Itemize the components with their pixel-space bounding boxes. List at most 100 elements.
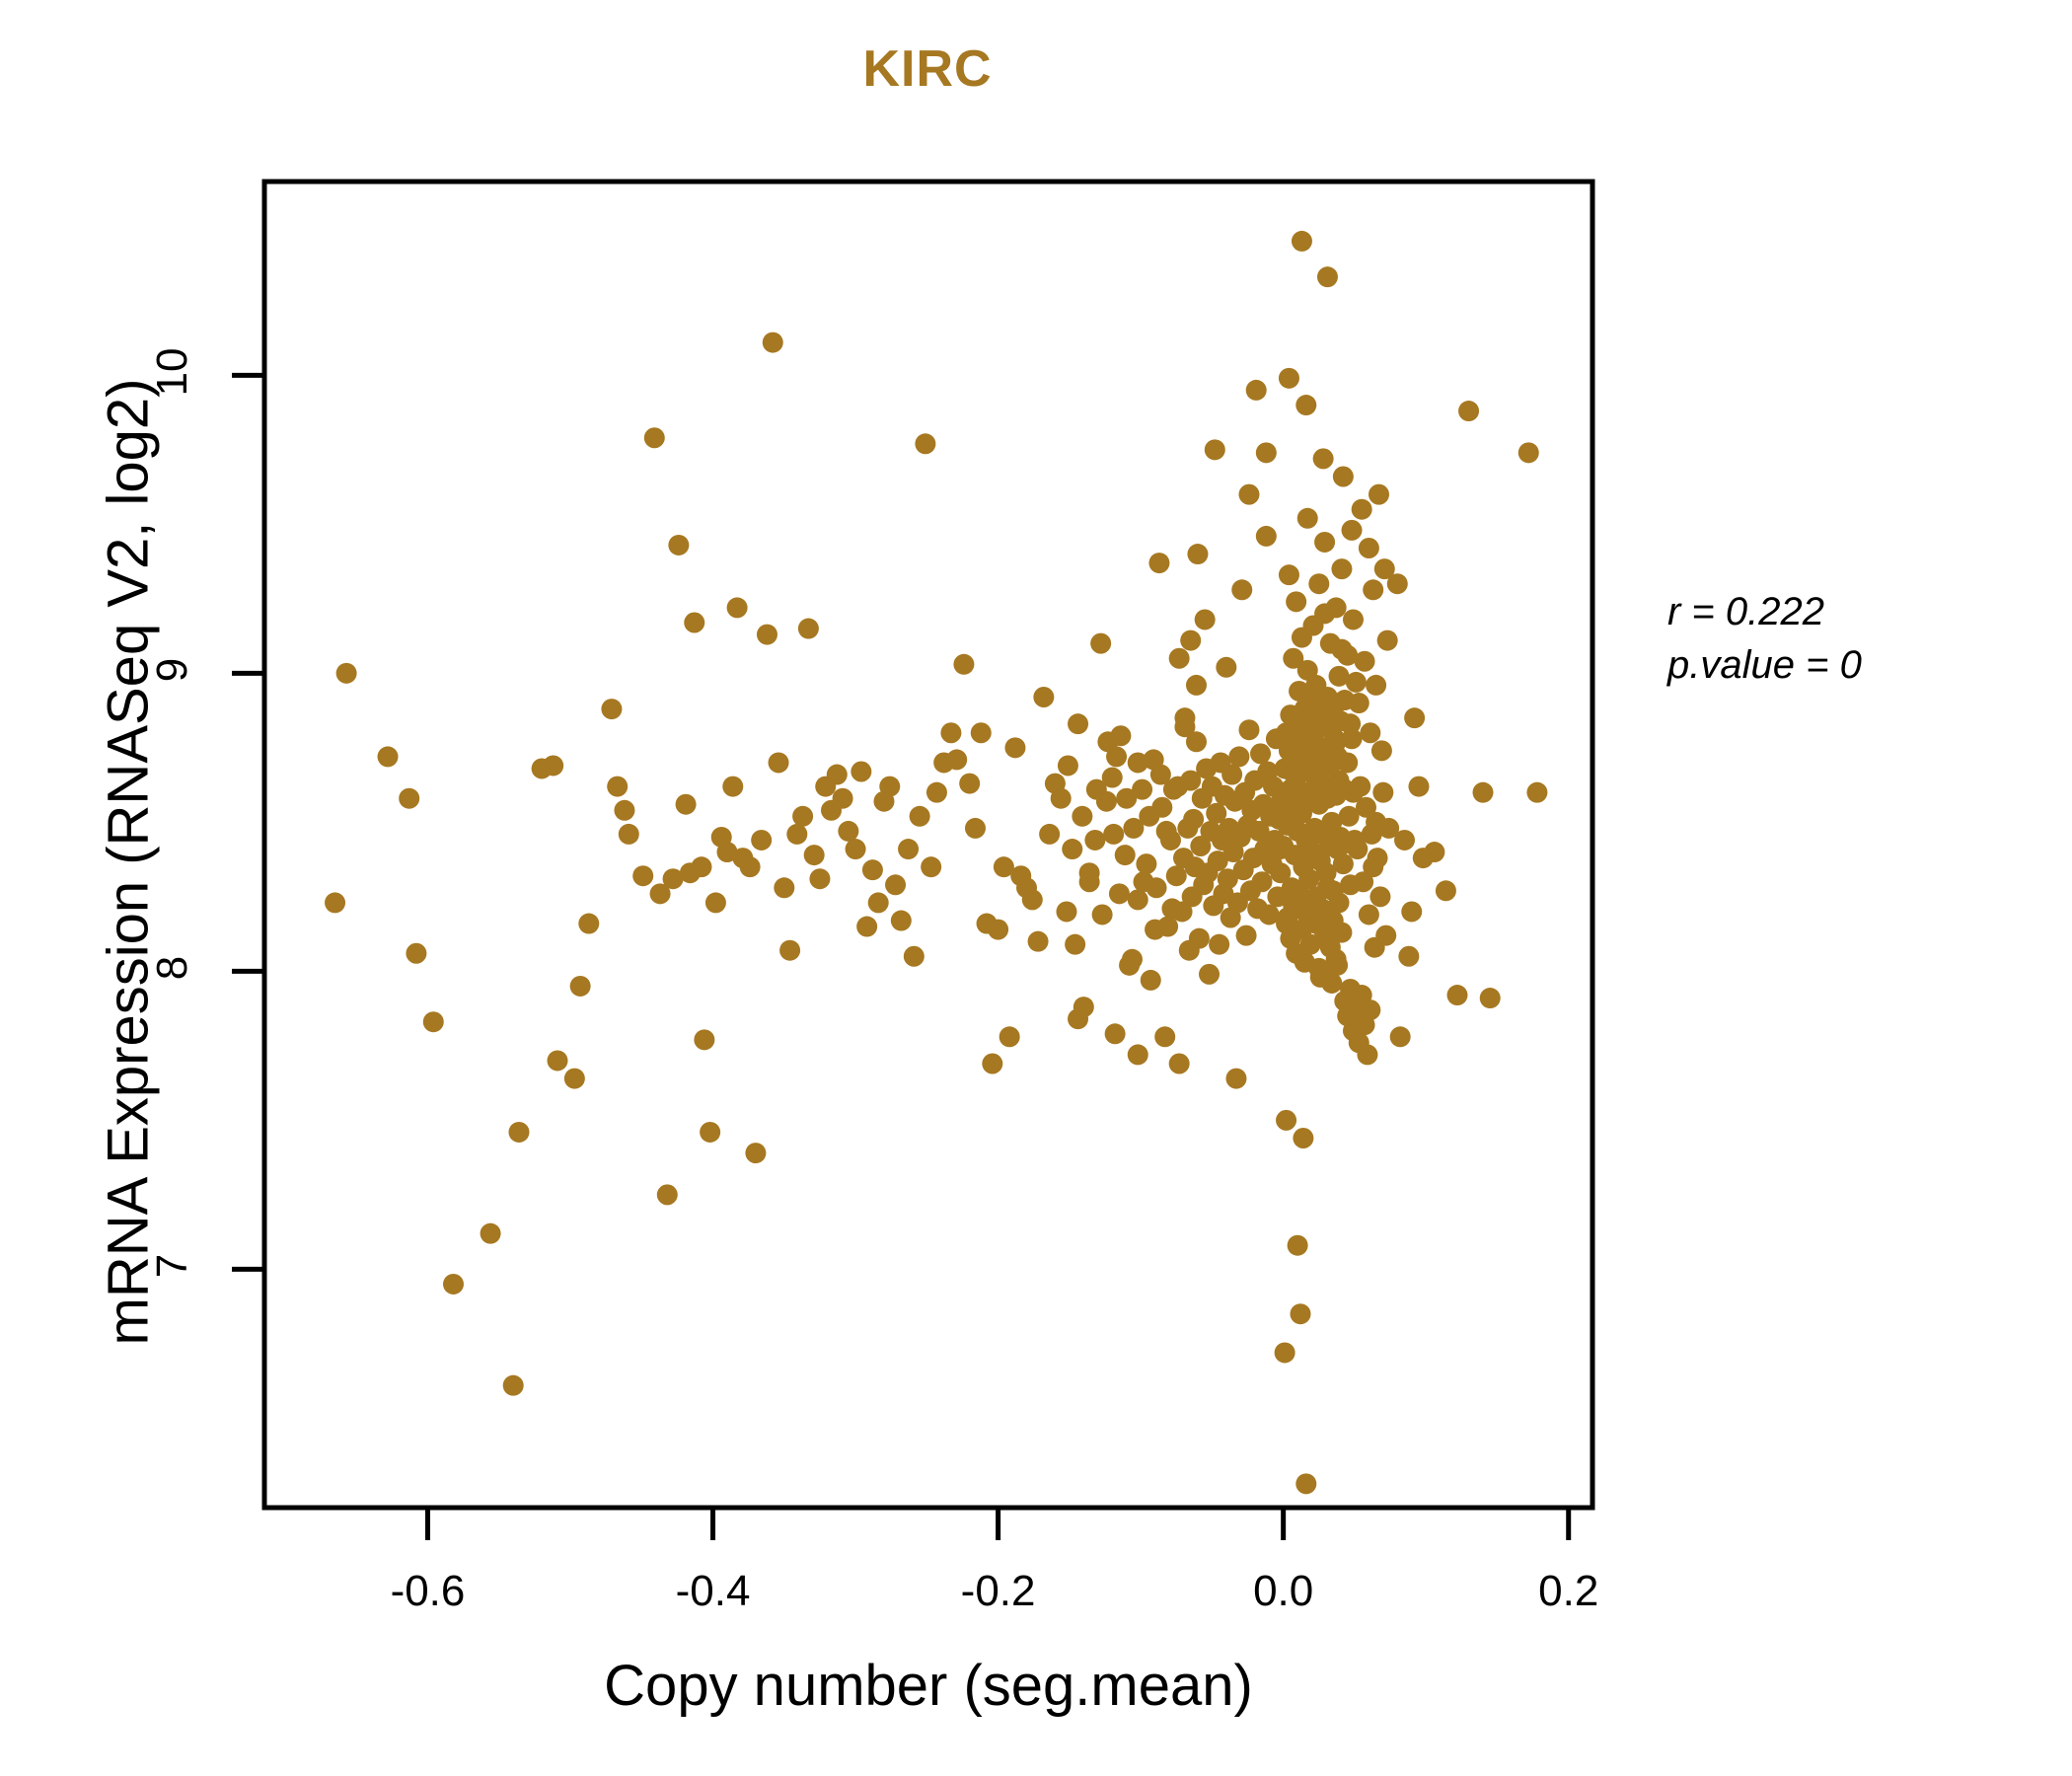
data-point xyxy=(1329,710,1351,732)
data-point xyxy=(1283,647,1304,669)
data-point xyxy=(1065,933,1086,955)
x-axis-title: Copy number (seg.mean) xyxy=(604,1654,1253,1718)
data-point xyxy=(1108,883,1130,905)
data-point xyxy=(1308,573,1330,595)
data-point xyxy=(1319,632,1341,654)
data-point xyxy=(751,829,773,851)
data-point xyxy=(1255,442,1277,464)
data-point xyxy=(1078,862,1100,884)
data-point xyxy=(325,892,346,914)
data-point xyxy=(1136,853,1157,875)
data-point xyxy=(1331,558,1353,580)
data-point xyxy=(1435,880,1456,902)
data-point xyxy=(1072,805,1093,827)
data-point xyxy=(607,776,629,797)
data-point xyxy=(1298,868,1320,890)
data-point xyxy=(1228,746,1250,768)
data-point xyxy=(601,699,623,720)
data-point xyxy=(1132,778,1153,800)
data-point xyxy=(1373,558,1395,580)
data-point xyxy=(1238,483,1260,505)
data-point xyxy=(964,817,986,839)
data-point xyxy=(569,975,591,997)
data-point xyxy=(809,868,831,890)
data-point xyxy=(1517,442,1539,464)
data-point xyxy=(1180,629,1202,651)
data-point xyxy=(959,773,981,794)
data-point xyxy=(1167,776,1189,797)
data-point xyxy=(1194,609,1216,630)
data-point xyxy=(940,722,962,744)
data-point xyxy=(1398,945,1420,967)
data-point xyxy=(691,856,712,878)
data-point xyxy=(1251,871,1273,893)
data-point xyxy=(1004,737,1026,759)
data-point xyxy=(643,427,665,449)
data-point xyxy=(563,1068,585,1089)
data-point xyxy=(1090,632,1112,654)
data-point xyxy=(668,534,690,555)
data-point xyxy=(1085,778,1107,800)
scatter-points xyxy=(325,230,1548,1495)
data-point xyxy=(1325,597,1347,619)
data-point xyxy=(768,752,789,774)
data-point xyxy=(915,433,936,455)
data-point xyxy=(614,799,635,821)
data-point xyxy=(1121,948,1143,970)
data-point xyxy=(1367,848,1388,869)
data-point xyxy=(1248,820,1270,842)
data-point xyxy=(1298,829,1320,851)
data-point xyxy=(1207,851,1228,872)
data-point xyxy=(1341,519,1363,541)
data-point xyxy=(632,865,654,887)
data-point xyxy=(649,883,671,905)
data-point xyxy=(543,755,564,777)
data-point xyxy=(399,787,420,809)
correlation-annotation: r = 0.222 xyxy=(1667,590,1825,633)
data-point xyxy=(704,892,726,914)
data-point xyxy=(1101,767,1123,788)
y-axis-ticks xyxy=(232,372,264,1272)
data-point xyxy=(547,1050,568,1072)
data-point xyxy=(1127,1044,1148,1066)
data-point xyxy=(1187,544,1209,565)
data-point xyxy=(1174,716,1196,738)
data-point xyxy=(946,749,968,771)
data-point xyxy=(422,1011,444,1033)
data-point xyxy=(1341,728,1363,750)
data-point xyxy=(851,761,872,782)
data-point xyxy=(1295,395,1317,416)
data-point xyxy=(1033,687,1055,707)
data-point xyxy=(867,892,889,914)
data-point xyxy=(861,859,883,881)
data-point xyxy=(1050,787,1072,809)
data-point xyxy=(921,856,942,878)
data-point xyxy=(684,612,705,633)
data-point xyxy=(745,1143,767,1164)
data-point xyxy=(1148,553,1170,574)
data-point xyxy=(885,874,907,896)
data-point xyxy=(1327,746,1349,768)
data-point xyxy=(726,597,748,619)
data-point xyxy=(1188,927,1210,949)
data-point xyxy=(856,916,878,937)
data-point xyxy=(1258,904,1280,925)
data-point xyxy=(1116,787,1138,809)
data-point xyxy=(1309,966,1331,988)
data-point xyxy=(1209,933,1230,955)
data-point xyxy=(1302,615,1324,636)
data-point xyxy=(578,913,600,934)
data-point xyxy=(1172,848,1194,869)
data-point xyxy=(1204,439,1225,461)
data-point xyxy=(1389,1026,1411,1048)
data-point xyxy=(1337,644,1359,666)
data-point xyxy=(1155,820,1177,842)
data-point xyxy=(1345,671,1367,693)
data-point xyxy=(1216,656,1237,678)
data-point xyxy=(1039,823,1061,845)
data-point xyxy=(993,856,1014,878)
data-point xyxy=(1328,892,1350,914)
data-point xyxy=(1361,823,1382,845)
data-point xyxy=(716,842,738,863)
